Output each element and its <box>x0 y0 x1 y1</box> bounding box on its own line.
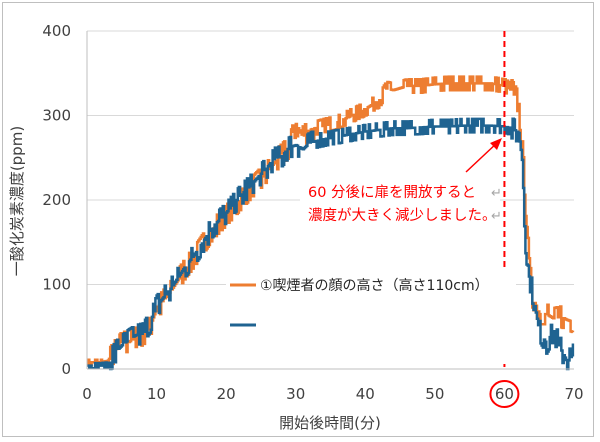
annotation-line-2: 濃度が大きく減少しました。 <box>308 207 497 224</box>
annotation-return-mark-2: ↵ <box>491 209 502 224</box>
x-tick-label-50: 50 <box>425 385 444 403</box>
x-tick-label-30: 30 <box>286 385 305 403</box>
y-tick-label-400: 400 <box>42 22 71 40</box>
x-tick-label-10: 10 <box>147 385 166 403</box>
y-tick-label-200: 200 <box>42 191 71 209</box>
y-tick-label-0: 0 <box>61 360 71 378</box>
axes: 0 100 200 300 400 0 10 20 30 40 50 60 70 <box>42 22 583 403</box>
legend-background <box>226 268 516 364</box>
gridlines <box>87 30 574 285</box>
y-tick-label-100: 100 <box>42 276 71 294</box>
y-axis-label: 一酸化炭素濃度(ppm) <box>8 126 26 276</box>
annotation-line-1: 60 分後に扉を開放すると <box>308 184 476 201</box>
series-lines <box>86 75 575 371</box>
annotation-arrowhead <box>490 138 502 150</box>
legend: ①喫煙者の顔の高さ（高さ110cm） <box>226 268 516 364</box>
x-tick-label-60: 60 <box>495 385 514 403</box>
marker-circle <box>489 380 520 408</box>
x-tick-label-70: 70 <box>564 385 583 403</box>
x-tick-label-40: 40 <box>356 385 375 403</box>
x-tick-label-20: 20 <box>217 385 236 403</box>
annotation-return-mark-1: ↵ <box>491 186 502 201</box>
x-tick-label-0: 0 <box>82 385 92 403</box>
annotation: 60 分後に扉を開放すると ↵ 濃度が大きく減少しました。 ↵ <box>300 138 502 228</box>
annotation-background <box>300 180 500 228</box>
annotation-arrow <box>465 141 499 173</box>
x-axis-label: 開始後時間(分) <box>279 414 381 432</box>
legend-label-series-1: ①喫煙者の顔の高さ（高さ110cm） <box>260 277 489 294</box>
y-tick-label-300: 300 <box>42 107 71 125</box>
series-line-2 <box>87 117 575 371</box>
